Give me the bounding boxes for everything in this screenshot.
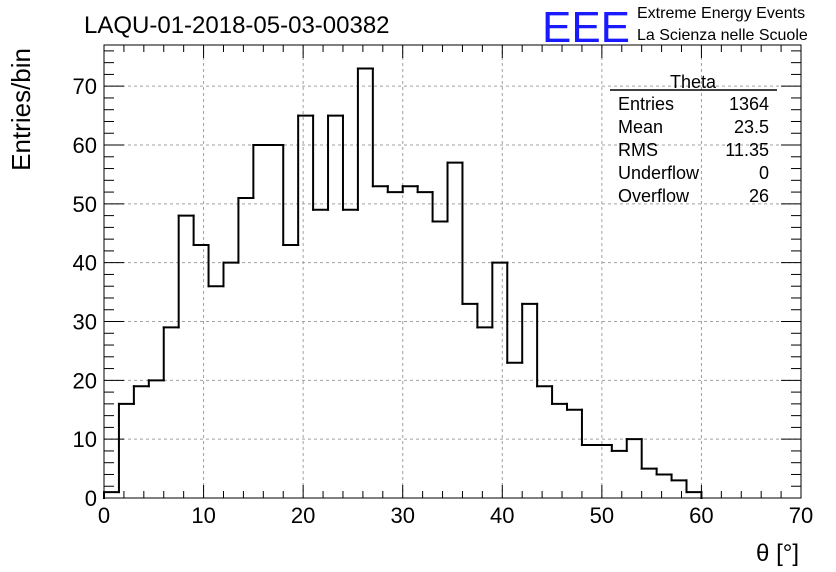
histogram-bin xyxy=(207,244,225,288)
logo-line-2: La Scienza nelle Scuole xyxy=(637,27,808,44)
histogram-bin xyxy=(222,261,240,288)
histogram-bin xyxy=(132,385,150,405)
grid-lines xyxy=(104,45,801,498)
stats-title: Theta xyxy=(670,72,717,92)
stats-row-value: 11.35 xyxy=(725,140,769,160)
x-tick-label: 0 xyxy=(98,503,110,528)
histogram-bin xyxy=(506,261,524,364)
y-tick-label: 60 xyxy=(73,133,97,158)
histogram-bin xyxy=(327,114,344,211)
histogram-bin xyxy=(252,144,270,199)
histogram-bin xyxy=(312,114,330,211)
x-tick-label: 60 xyxy=(689,503,713,528)
histogram-bin xyxy=(401,185,419,194)
histogram-bin xyxy=(610,444,628,452)
histogram-bin xyxy=(566,402,583,411)
axis-ticks xyxy=(103,45,802,499)
y-tick-label: 70 xyxy=(73,74,97,99)
x-tick-label: 50 xyxy=(590,503,614,528)
x-axis-label: θ [°] xyxy=(756,540,799,567)
histogram-bin xyxy=(297,114,315,247)
histogram-bin xyxy=(625,438,643,452)
histogram-bin xyxy=(177,214,195,329)
x-tick-label: 10 xyxy=(191,503,215,528)
histogram-bars xyxy=(103,67,703,499)
stats-row-label: Underflow xyxy=(618,163,700,183)
y-tick-label: 50 xyxy=(73,192,97,217)
histogram-bin xyxy=(670,473,688,482)
eee-logo-mark: EEE xyxy=(542,3,630,52)
eee-logo: EEE Extreme Energy Events La Scienza nel… xyxy=(542,3,808,52)
stats-row: Overflow 26 xyxy=(618,186,769,206)
histogram-bin xyxy=(103,491,120,499)
histogram-bin xyxy=(551,385,569,405)
histogram-bin xyxy=(356,67,374,211)
histogram-bin xyxy=(655,467,673,476)
y-tick-labels: 0 10 20 30 40 50 60 70 xyxy=(73,74,97,511)
x-tick-label: 40 xyxy=(490,503,514,528)
x-tick-label: 70 xyxy=(789,503,813,528)
stats-row-value: 1364 xyxy=(729,94,769,114)
histogram-bin xyxy=(521,302,539,364)
y-tick-label: 30 xyxy=(73,310,97,335)
histogram-bin xyxy=(476,302,494,329)
y-tick-label: 0 xyxy=(85,486,97,511)
stats-row: Underflow 0 xyxy=(618,163,769,183)
histogram-bin xyxy=(446,161,464,223)
histogram-bin xyxy=(536,302,554,388)
x-tick-labels: 0 10 20 30 40 50 60 70 xyxy=(98,503,813,528)
y-tick-label: 10 xyxy=(73,427,97,452)
chart-title: LAQU-01-2018-05-03-00382 xyxy=(84,12,390,39)
stats-row-value: 23.5 xyxy=(734,117,769,137)
y-axis-label: Entries/bin xyxy=(6,48,36,171)
histogram-bin xyxy=(371,67,389,188)
histogram-bin xyxy=(341,114,359,211)
histogram-bin xyxy=(162,326,180,382)
stats-row: RMS 11.35 xyxy=(618,140,769,160)
plot-frame xyxy=(103,44,802,499)
stats-row-label: Mean xyxy=(618,117,663,137)
histogram-bin xyxy=(431,191,449,223)
x-tick-label: 30 xyxy=(390,503,414,528)
stats-row-label: Overflow xyxy=(618,186,690,206)
histogram-bin xyxy=(416,185,434,194)
histogram-bin xyxy=(386,185,404,194)
histogram-bin xyxy=(461,161,479,305)
stats-row: Entries 1364 xyxy=(618,94,769,114)
y-tick-label: 20 xyxy=(73,368,97,393)
histogram-bin xyxy=(117,402,135,494)
x-tick-label: 20 xyxy=(291,503,315,528)
histogram-bin xyxy=(237,196,255,264)
histogram-bin xyxy=(192,214,210,247)
histogram-bin xyxy=(685,479,703,494)
logo-line-1: Extreme Energy Events xyxy=(637,5,805,22)
histogram-bin xyxy=(580,408,598,447)
stats-row: Mean 23.5 xyxy=(618,117,769,137)
stats-row-label: Entries xyxy=(618,94,674,114)
histogram-bin xyxy=(491,261,509,329)
histogram-bin xyxy=(282,144,300,247)
histogram-bin xyxy=(640,438,658,470)
stats-row-label: RMS xyxy=(618,140,658,160)
stats-row-value: 26 xyxy=(749,186,769,206)
stats-box: Theta Entries 1364 Mean 23.5 RMS 11.35 Underfl… xyxy=(610,72,777,206)
histogram-bin xyxy=(147,379,165,388)
stats-row-value: 0 xyxy=(759,163,769,183)
y-tick-label: 40 xyxy=(73,251,97,276)
